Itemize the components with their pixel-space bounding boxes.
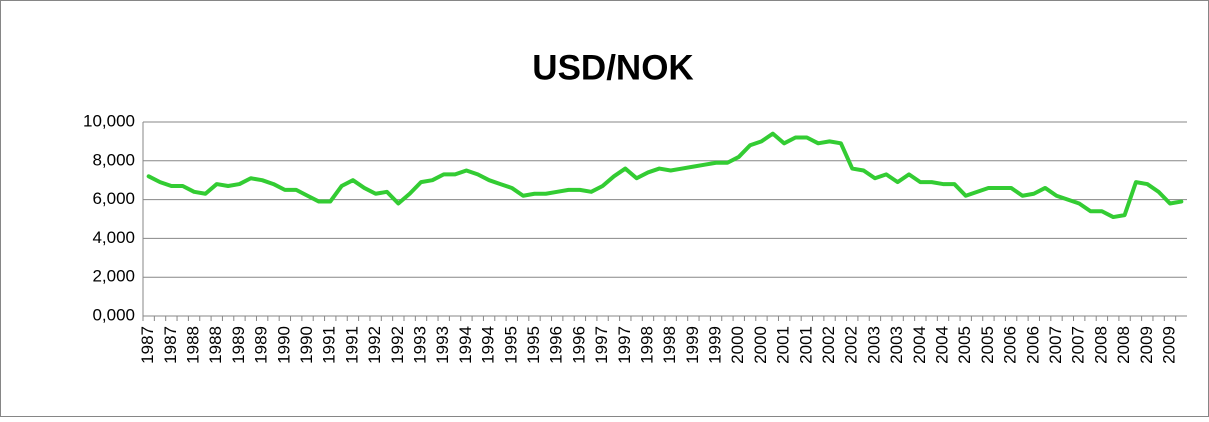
x-tick-label: 1995	[524, 326, 543, 364]
x-tick-label: 2008	[1114, 326, 1133, 364]
x-tick-label: 1988	[206, 326, 225, 364]
x-tick-label: 2003	[864, 326, 883, 364]
x-tick-label: 1993	[433, 326, 452, 364]
x-tick-label: 1999	[706, 326, 725, 364]
series-line	[146, 131, 1184, 220]
x-tick-label: 1989	[252, 326, 271, 364]
x-tick-label: 1998	[660, 326, 679, 364]
x-tick-label: 1992	[388, 326, 407, 364]
x-tick-label: 2004	[910, 326, 929, 364]
x-tick-label: 1991	[342, 326, 361, 364]
x-tick-label: 1994	[479, 326, 498, 364]
y-tick-label: 4,000	[92, 228, 135, 247]
x-tick-label: 1987	[161, 326, 180, 364]
x-tick-label: 1991	[320, 326, 339, 364]
x-tick-label: 2001	[796, 326, 815, 364]
x-tick-label: 1990	[274, 326, 293, 364]
x-tick-label: 1992	[365, 326, 384, 364]
y-tick-label: 6,000	[92, 189, 135, 208]
x-tick-label: 1998	[637, 326, 656, 364]
x-tick-label: 2009	[1159, 326, 1178, 364]
x-tick-label: 2002	[819, 326, 838, 364]
x-tick-label: 2000	[728, 326, 747, 364]
chart-title: USD/NOK	[532, 48, 693, 87]
x-tick-label: 2000	[751, 326, 770, 364]
x-tick-label: 2004	[933, 326, 952, 364]
x-tick-label: 1990	[297, 326, 316, 364]
x-tick-label: 1999	[683, 326, 702, 364]
x-tick-label: 2003	[887, 326, 906, 364]
x-tick-label: 2006	[1001, 326, 1020, 364]
x-tick-label: 1988	[184, 326, 203, 364]
y-tick-label: 2,000	[92, 267, 135, 286]
x-tick-label: 2007	[1046, 326, 1065, 364]
x-tick-label: 1997	[592, 326, 611, 364]
x-tick-label: 2001	[774, 326, 793, 364]
x-tick-label: 1987	[138, 326, 157, 364]
x-tick-label: 1993	[411, 326, 430, 364]
x-tick-label: 1995	[501, 326, 520, 364]
x-tick-label: 2006	[1023, 326, 1042, 364]
x-tick-label: 1994	[456, 326, 475, 364]
y-tick-label: 10,000	[83, 111, 135, 130]
x-tick-label: 2002	[842, 326, 861, 364]
x-tick-label: 2005	[955, 326, 974, 364]
x-tick-label: 1997	[615, 326, 634, 364]
x-tick-label: 2009	[1137, 326, 1156, 364]
x-tick-label: 2007	[1069, 326, 1088, 364]
x-tick-label: 1996	[569, 326, 588, 364]
y-tick-label: 8,000	[92, 150, 135, 169]
x-tick-label: 2005	[978, 326, 997, 364]
x-tick-label: 2008	[1091, 326, 1110, 364]
x-tick-label: 1996	[547, 326, 566, 364]
x-tick-label: 1989	[229, 326, 248, 364]
y-tick-label: 0,000	[92, 305, 135, 324]
